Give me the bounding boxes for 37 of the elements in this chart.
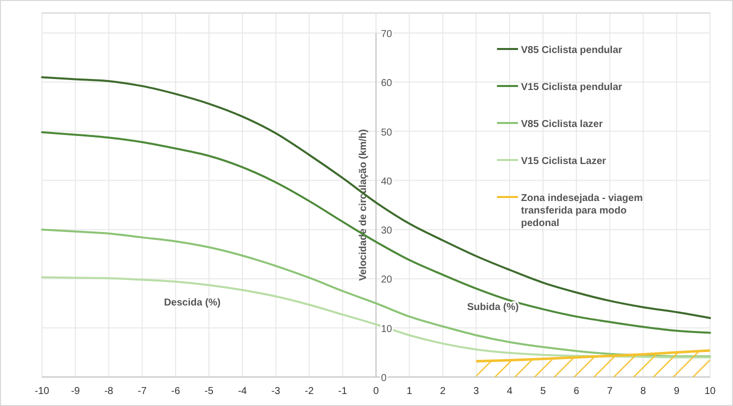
legend-label: Zona indesejada - viagem transferida para modo pedonal [521, 193, 643, 229]
x-tick-label: 9 [674, 386, 680, 397]
line-series [41, 76, 711, 320]
x-tick-label: -5 [204, 386, 214, 397]
x-tick-label: 4 [506, 386, 513, 397]
x-tick-label: 6 [574, 386, 580, 397]
x-tick-label: 1 [406, 386, 413, 397]
x-tick-label: 3 [473, 386, 480, 397]
legend-label: V15 Ciclista Lazer [521, 156, 606, 167]
x-tick-label: -3 [271, 386, 281, 397]
y-tick-label: 50 [381, 127, 393, 138]
annotation: Descida (%) [164, 298, 221, 309]
y-tick-label: 10 [381, 324, 393, 335]
x-tick-label: -8 [104, 386, 114, 397]
x-tick-label: -7 [138, 386, 148, 397]
annotation: Subida (%) [467, 302, 519, 314]
x-tick-label: -4 [238, 386, 248, 397]
y-tick-label: 30 [381, 226, 393, 237]
legend-label: V15 Ciclista pendular [521, 82, 622, 93]
legend-label: V85 Ciclista pendular [521, 45, 622, 56]
x-tick-label: -10 [34, 386, 50, 397]
x-tick-label: -1 [338, 386, 348, 397]
y-tick-label: 40 [381, 176, 393, 188]
y-tick-label: 60 [381, 78, 393, 90]
y-tick-label: 70 [381, 29, 393, 40]
x-tick-label: -9 [70, 386, 80, 397]
x-tick-label: 7 [607, 386, 614, 397]
x-tick-label: 0 [373, 386, 380, 397]
y-tick-label: 0 [381, 373, 387, 384]
x-tick-label: -2 [304, 386, 314, 397]
x-tick-label: 10 [704, 386, 716, 397]
legend-label: V85 Ciclista lazer [521, 119, 603, 130]
x-tick-label: -6 [171, 386, 180, 397]
x-tick-label: 8 [640, 386, 646, 397]
y-tick-label: 20 [381, 274, 393, 286]
x-tick-label: 5 [540, 386, 546, 397]
x-tick-label: 2 [440, 386, 446, 397]
